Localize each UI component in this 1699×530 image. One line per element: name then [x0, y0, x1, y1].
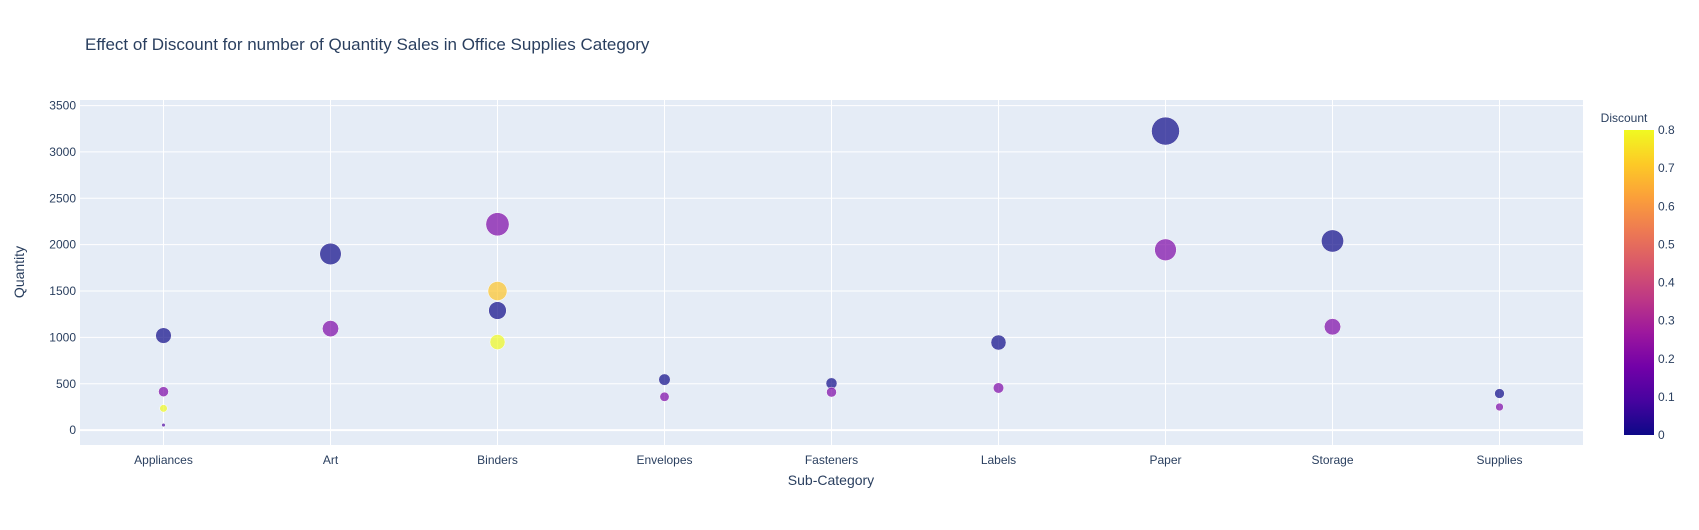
- data-point[interactable]: [1494, 388, 1505, 399]
- x-tick-label: Fasteners: [805, 453, 858, 467]
- x-tick-label: Envelopes: [636, 453, 692, 467]
- colorbar-tick-label: 0.7: [1658, 161, 1675, 175]
- colorbar-tick-labels: 0 0.1 0.2 0.3 0.4 0.5 0.6 0.7 0.8: [1658, 123, 1675, 442]
- x-tick-label: Paper: [1149, 453, 1181, 467]
- x-tick-label: Appliances: [134, 453, 193, 467]
- colorbar-tick-label: 0.3: [1658, 314, 1675, 328]
- y-tick-label: 2000: [49, 238, 76, 252]
- colorbar-tick-label: 0.2: [1658, 352, 1675, 366]
- x-tick-label: Labels: [981, 453, 1016, 467]
- data-point[interactable]: [319, 242, 342, 265]
- data-point[interactable]: [826, 386, 837, 398]
- x-tick-labels: Appliances Art Binders Envelopes Fasteners La…: [134, 453, 1522, 467]
- y-tick-label: 1500: [49, 284, 76, 298]
- data-point[interactable]: [990, 334, 1007, 351]
- data-point[interactable]: [161, 422, 166, 428]
- data-point[interactable]: [1495, 402, 1504, 412]
- colorbar: Discount 0 0.1 0.2 0.3 0.4 0.5 0.6 0.7 0.8: [1601, 111, 1675, 442]
- x-tick-label: Storage: [1311, 453, 1353, 467]
- data-point[interactable]: [658, 373, 671, 386]
- data-point[interactable]: [489, 334, 506, 350]
- data-point[interactable]: [659, 391, 670, 402]
- data-points: [155, 116, 1505, 428]
- colorbar-tick-label: 0.5: [1658, 237, 1675, 251]
- y-tick-label: 500: [56, 377, 76, 391]
- data-point[interactable]: [159, 404, 168, 413]
- x-tick-label: Binders: [477, 453, 518, 467]
- data-point[interactable]: [1154, 238, 1177, 261]
- colorbar-gradient: [1624, 130, 1654, 435]
- x-tick-label: Art: [323, 453, 339, 467]
- y-tick-label: 1000: [49, 330, 76, 344]
- y-axis-title: Quantity: [11, 246, 27, 298]
- colorbar-tick-label: 0.1: [1658, 390, 1675, 404]
- x-tick-label: Supplies: [1476, 453, 1522, 467]
- data-point[interactable]: [158, 386, 169, 397]
- data-point[interactable]: [1151, 116, 1180, 146]
- y-tick-label: 3500: [49, 99, 76, 113]
- data-point[interactable]: [485, 212, 510, 237]
- y-tick-labels: 0 500 1000 1500 2000 2500 3000 3500: [49, 99, 76, 438]
- y-tick-label: 2500: [49, 191, 76, 205]
- data-point[interactable]: [322, 320, 339, 338]
- y-tick-label: 0: [69, 423, 76, 437]
- data-point[interactable]: [1321, 229, 1344, 253]
- colorbar-tick-label: 0.4: [1658, 276, 1675, 290]
- x-axis-title: Sub-Category: [788, 472, 874, 488]
- colorbar-tick-label: 0.6: [1658, 199, 1675, 213]
- y-tick-label: 3000: [49, 145, 76, 159]
- data-point[interactable]: [488, 301, 507, 320]
- chart-title: Effect of Discount for number of Quantit…: [85, 35, 650, 54]
- data-point[interactable]: [155, 327, 172, 344]
- colorbar-tick-label: 0: [1658, 428, 1665, 442]
- colorbar-tick-label: 0.8: [1658, 123, 1675, 137]
- colorbar-title: Discount: [1601, 111, 1648, 125]
- data-point[interactable]: [487, 281, 508, 301]
- data-point[interactable]: [992, 382, 1005, 394]
- data-point[interactable]: [1324, 318, 1341, 336]
